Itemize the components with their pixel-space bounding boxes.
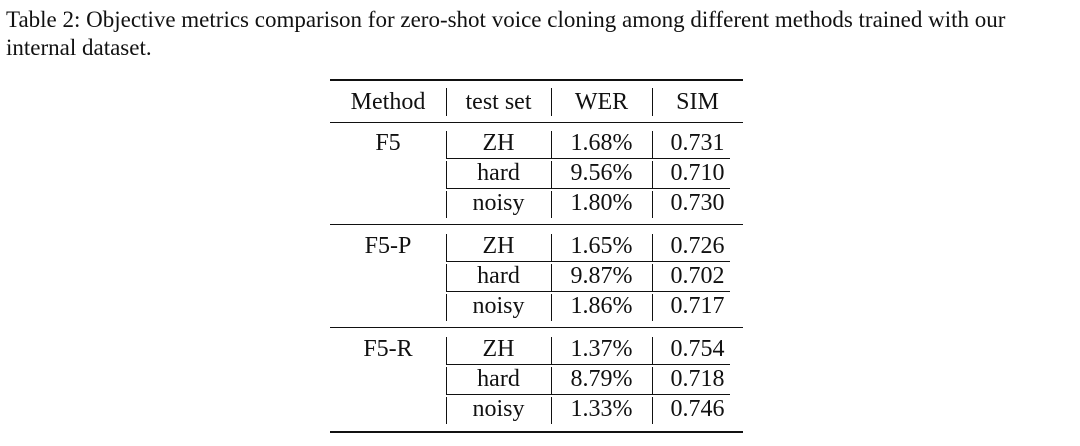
table-rule	[446, 364, 730, 365]
data-cell: 0.718	[670, 366, 725, 392]
column-separator	[446, 397, 447, 424]
data-cell: 0.731	[670, 130, 725, 156]
data-cell: ZH	[482, 233, 515, 259]
header-cell: test set	[465, 89, 532, 115]
column-separator	[652, 397, 653, 424]
table-rule	[330, 431, 743, 433]
data-cell: noisy	[472, 396, 525, 422]
column-separator	[652, 131, 653, 158]
column-separator	[446, 367, 447, 394]
table-rule	[446, 291, 730, 292]
column-separator	[446, 337, 447, 364]
table-rule	[330, 327, 743, 328]
data-cell: 1.65%	[570, 233, 633, 259]
data-cell: 1.80%	[570, 190, 633, 216]
table-rule	[446, 394, 730, 395]
data-cell: 0.702	[670, 263, 725, 289]
data-cell: 0.710	[670, 160, 725, 186]
data-cell: 9.56%	[570, 160, 633, 186]
table-rule	[330, 79, 743, 81]
column-separator	[446, 161, 447, 188]
column-separator	[652, 337, 653, 364]
data-cell: 9.87%	[570, 263, 633, 289]
table-rule	[446, 188, 730, 189]
table-rule	[446, 261, 730, 262]
column-separator	[446, 88, 447, 116]
column-separator	[551, 337, 552, 364]
method-cell: F5	[375, 130, 401, 156]
column-separator	[446, 234, 447, 261]
data-cell: 0.717	[670, 293, 725, 319]
data-cell: noisy	[472, 190, 525, 216]
column-separator	[652, 191, 653, 218]
column-separator	[551, 264, 552, 291]
table-caption: Table 2: Objective metrics comparison fo…	[6, 7, 1006, 60]
data-cell: 0.726	[670, 233, 725, 259]
column-separator	[446, 264, 447, 291]
data-cell: 0.754	[670, 336, 725, 362]
column-separator	[551, 367, 552, 394]
column-separator	[652, 264, 653, 291]
column-separator	[551, 397, 552, 424]
column-separator	[551, 131, 552, 158]
header-cell: SIM	[676, 89, 719, 115]
column-separator	[446, 191, 447, 218]
data-cell: hard	[477, 366, 520, 392]
column-separator	[446, 294, 447, 321]
method-cell: F5-P	[364, 233, 412, 259]
data-cell: 1.86%	[570, 293, 633, 319]
table-rule	[330, 224, 743, 225]
method-cell: F5-R	[363, 336, 413, 362]
data-cell: 1.33%	[570, 396, 633, 422]
data-cell: hard	[477, 263, 520, 289]
column-separator	[652, 294, 653, 321]
column-separator	[551, 234, 552, 261]
column-separator	[551, 191, 552, 218]
column-separator	[446, 131, 447, 158]
data-cell: noisy	[472, 293, 525, 319]
data-cell: ZH	[482, 130, 515, 156]
header-cell: WER	[574, 89, 629, 115]
column-separator	[652, 234, 653, 261]
data-cell: 0.730	[670, 190, 725, 216]
column-separator	[551, 88, 552, 116]
data-cell: 8.79%	[570, 366, 633, 392]
column-separator	[652, 88, 653, 116]
table-rule	[446, 158, 730, 159]
data-cell: 1.37%	[570, 336, 633, 362]
data-cell: 0.746	[670, 396, 725, 422]
column-separator	[551, 294, 552, 321]
data-cell: 1.68%	[570, 130, 633, 156]
column-separator	[652, 367, 653, 394]
header-cell: Method	[350, 89, 426, 115]
data-cell: ZH	[482, 336, 515, 362]
table-rule	[330, 122, 743, 123]
column-separator	[652, 161, 653, 188]
data-cell: hard	[477, 160, 520, 186]
column-separator	[551, 161, 552, 188]
